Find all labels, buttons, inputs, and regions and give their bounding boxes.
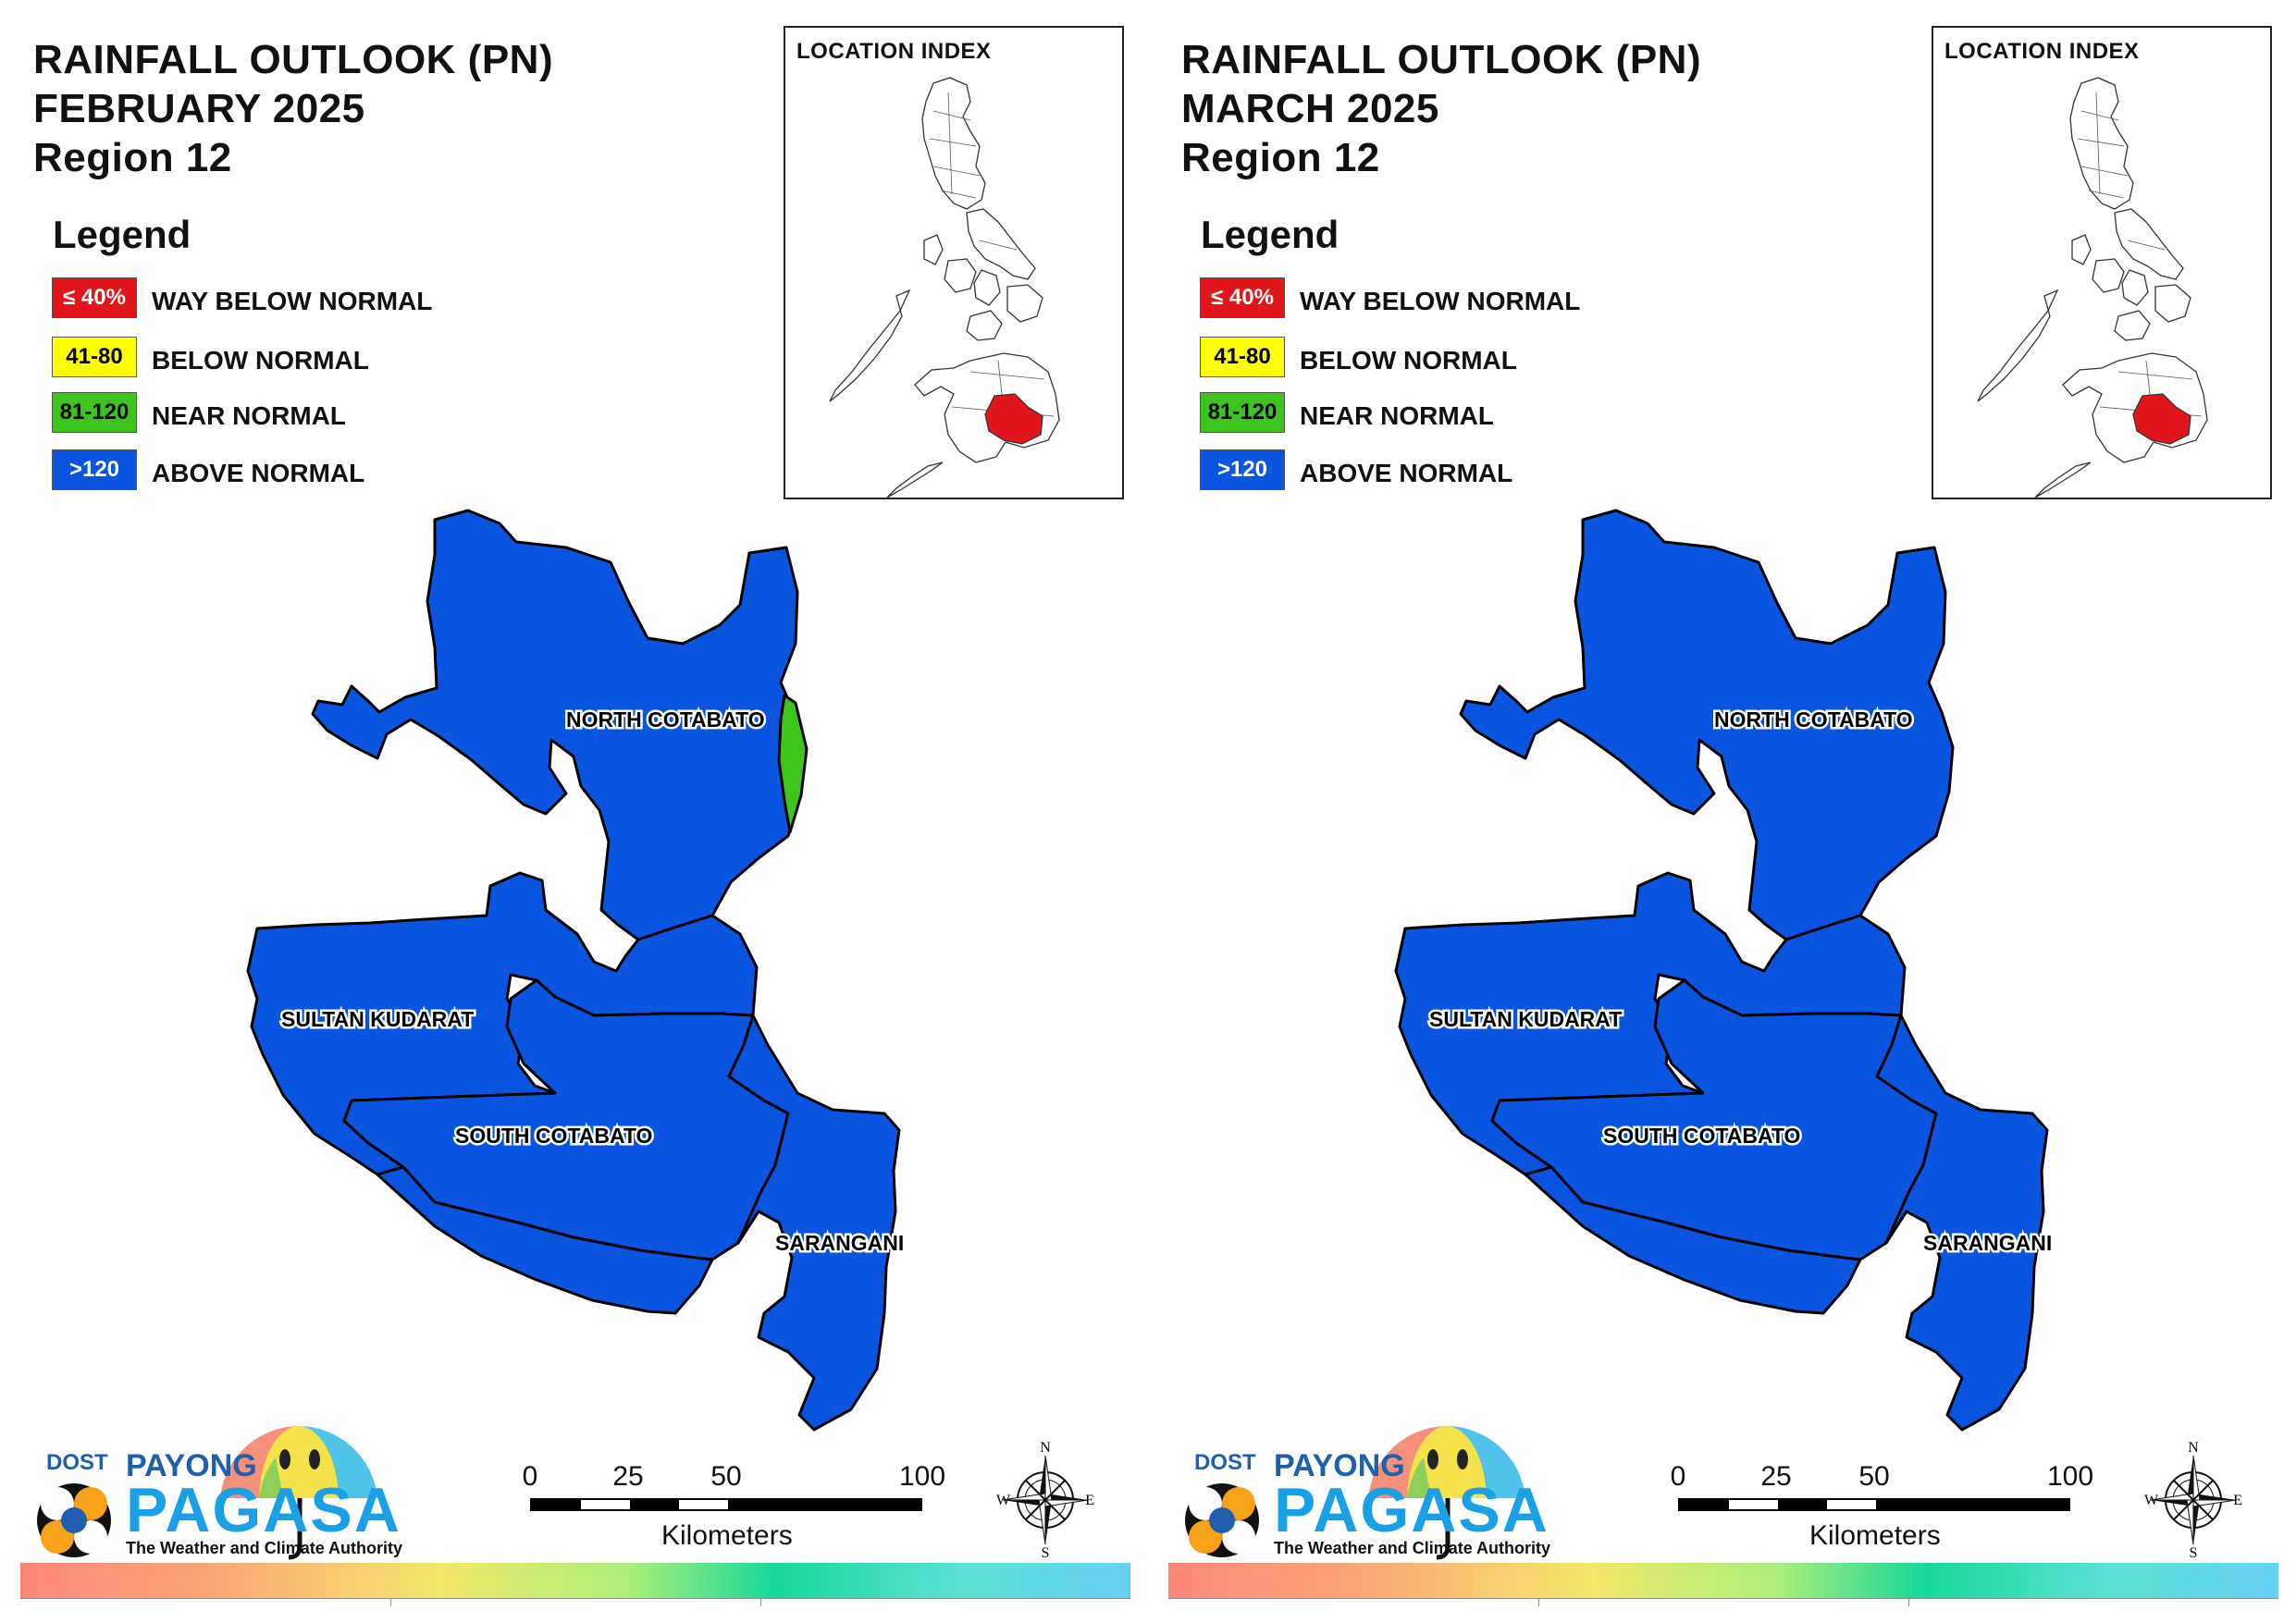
footer-gradient-stripe: [20, 1563, 1130, 1598]
legend-swatch: 81-120: [52, 392, 137, 433]
legend-label: BELOW NORMAL: [152, 346, 369, 375]
legend-swatch: 41-80: [1200, 337, 1285, 377]
scale-bar-graphic: [530, 1498, 922, 1511]
legend-title: Legend: [1201, 213, 1339, 256]
umbrella-logo-icon: [1185, 1425, 1525, 1560]
north-arrow-compass: N S E W: [2142, 1439, 2244, 1561]
compass-rose-icon: N S E W: [2144, 1440, 2242, 1561]
philippines-outline-map: [829, 77, 1060, 498]
province-label-north-cotabato: NORTH COTABATO: [566, 707, 765, 732]
region-12-highlight: [2132, 393, 2191, 445]
payong-pagasa-logo: DOST PAYONG PAGASA The Weather and Clima…: [1181, 1387, 1551, 1563]
compass-rose-icon: N S E W: [996, 1440, 1094, 1561]
footer-tick-row: [20, 1598, 1130, 1606]
compass-s: S: [1042, 1545, 1050, 1559]
footer-gradient-stripe: [1168, 1563, 2278, 1598]
legend-label: BELOW NORMAL: [1300, 346, 1517, 375]
legend-label: NEAR NORMAL: [152, 401, 346, 430]
province-north-cotabato: [1459, 509, 1955, 941]
province-label-sarangani: SARANGANI: [1923, 1231, 2052, 1255]
region-12-map: NORTH COTABATO SULTAN KUDARAT SOUTH COTA…: [1394, 509, 2055, 1432]
province-south-cotabato-south-strip: [376, 1165, 714, 1315]
logo-tagline: The Weather and Climate Authority: [126, 1539, 403, 1557]
legend-label: ABOVE NORMAL: [152, 459, 365, 487]
compass-s: S: [2190, 1545, 2198, 1559]
region-12-highlight: [984, 393, 1043, 445]
philippines-outline-map: [1977, 77, 2208, 498]
scale-tick-label: 50: [710, 1461, 742, 1492]
legend-title: Legend: [53, 213, 191, 256]
legend-swatch: ≤ 40%: [52, 277, 137, 318]
location-index-title: LOCATION INDEX: [796, 39, 992, 64]
compass-w: W: [996, 1493, 1011, 1508]
compass-e: E: [2233, 1493, 2242, 1508]
map-title: RAINFALL OUTLOOK (PN) MARCH 2025 Region …: [1181, 35, 1701, 182]
payong-pagasa-logo: DOST PAYONG PAGASA The Weather and Clima…: [33, 1387, 403, 1563]
legend-swatch: 41-80: [52, 337, 137, 377]
compass-n: N: [2188, 1440, 2199, 1456]
scale-tick-label: 25: [612, 1461, 644, 1492]
location-index-title: LOCATION INDEX: [1944, 39, 2140, 64]
province-sarangani: [1875, 1014, 2049, 1432]
location-index-inset: LOCATION INDEX: [784, 26, 1124, 499]
logo-pagasa-text: PAGASA: [126, 1475, 401, 1545]
province-north-cotabato-east-strip: [777, 694, 809, 834]
province-sarangani: [727, 1014, 901, 1432]
scale-tick-label: 100: [898, 1461, 946, 1492]
legend-label: WAY BELOW NORMAL: [152, 287, 433, 315]
region-12-map: NORTH COTABATO SULTAN KUDARAT SOUTH COTA…: [246, 509, 907, 1432]
scale-bar: 0 25 50 100 Kilometers: [522, 1461, 945, 1554]
panel-march: RAINFALL OUTLOOK (PN) MARCH 2025 Region …: [1148, 0, 2296, 1623]
scale-unit-label: Kilometers: [661, 1520, 793, 1551]
legend-swatch: ≤ 40%: [1200, 277, 1285, 318]
province-south-cotabato-south-strip: [1524, 1165, 1862, 1315]
footer-tick-row: [1168, 1598, 2278, 1606]
province-north-cotabato: [311, 509, 807, 941]
province-label-south-cotabato: SOUTH COTABATO: [455, 1124, 652, 1148]
compass-w: W: [2144, 1493, 2159, 1508]
province-label-north-cotabato: NORTH COTABATO: [1714, 707, 1913, 732]
north-arrow-compass: N S E W: [994, 1439, 1096, 1561]
logo-payong-text: PAYONG: [126, 1448, 257, 1483]
title-line-outlook: RAINFALL OUTLOOK (PN): [33, 37, 554, 82]
title-line-month: FEBRUARY 2025: [33, 86, 365, 131]
legend-label: NEAR NORMAL: [1300, 401, 1494, 430]
panel-february: RAINFALL OUTLOOK (PN) FEBRUARY 2025 Regi…: [20, 26, 1130, 1606]
province-label-sarangani: SARANGANI: [775, 1231, 904, 1255]
legend-label: WAY BELOW NORMAL: [1300, 287, 1581, 315]
province-label-sultan-kudarat: SULTAN KUDARAT: [1429, 1007, 1622, 1031]
province-label-south-cotabato: SOUTH COTABATO: [1603, 1124, 1800, 1148]
logo-payong-text: PAYONG: [1274, 1448, 1405, 1483]
logo-dost-text: DOST: [1194, 1450, 1256, 1475]
map-title: RAINFALL OUTLOOK (PN) FEBRUARY 2025 Regi…: [33, 35, 553, 182]
umbrella-logo-icon: [37, 1425, 377, 1560]
scale-tick-label: 100: [2046, 1461, 2094, 1492]
logo-dost-text: DOST: [46, 1450, 108, 1475]
title-line-month: MARCH 2025: [1181, 86, 1439, 131]
scale-tick-label: 50: [1858, 1461, 1890, 1492]
legend-swatch: >120: [52, 449, 137, 490]
scale-bar-graphic: [1678, 1498, 2070, 1511]
scale-tick-label: 0: [1670, 1461, 1686, 1492]
compass-e: E: [1085, 1493, 1094, 1508]
compass-n: N: [1040, 1440, 1051, 1456]
scale-tick-label: 25: [1760, 1461, 1792, 1492]
scale-bar: 0 25 50 100 Kilometers: [1670, 1461, 2093, 1554]
logo-tagline: The Weather and Climate Authority: [1274, 1539, 1551, 1557]
scale-tick-label: 0: [522, 1461, 538, 1492]
location-index-inset: LOCATION INDEX: [1932, 26, 2272, 499]
logo-pagasa-text: PAGASA: [1274, 1475, 1549, 1545]
title-line-outlook: RAINFALL OUTLOOK (PN): [1181, 37, 1702, 82]
scale-unit-label: Kilometers: [1809, 1520, 1941, 1551]
legend-swatch: 81-120: [1200, 392, 1285, 433]
title-line-region: Region 12: [1181, 135, 1380, 180]
province-label-sultan-kudarat: SULTAN KUDARAT: [281, 1007, 474, 1031]
legend-swatch: >120: [1200, 449, 1285, 490]
legend-label: ABOVE NORMAL: [1300, 459, 1513, 487]
title-line-region: Region 12: [33, 135, 232, 180]
